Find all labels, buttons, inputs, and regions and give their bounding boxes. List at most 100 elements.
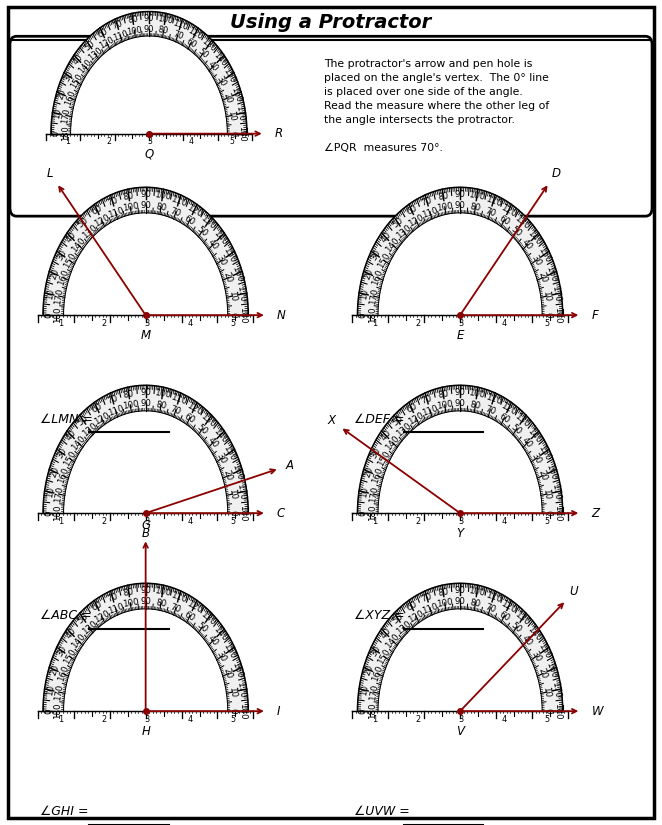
Text: 80: 80: [122, 191, 135, 201]
Text: 180: 180: [368, 505, 377, 521]
Text: 180: 180: [368, 703, 377, 719]
Text: The protractor's arrow and pen hole is
placed on the angle's vertex.  The 0° lin: The protractor's arrow and pen hole is p…: [324, 59, 549, 153]
Text: 180: 180: [238, 505, 247, 521]
Text: 30: 30: [62, 69, 75, 83]
Text: 30: 30: [55, 644, 68, 658]
Text: 40: 40: [64, 230, 78, 244]
Text: A: A: [285, 459, 293, 472]
Text: 150: 150: [536, 443, 552, 462]
Text: 3: 3: [459, 715, 463, 724]
Text: 120: 120: [185, 598, 203, 615]
Text: 100: 100: [154, 587, 171, 598]
Text: 40: 40: [206, 436, 220, 450]
Text: 80: 80: [437, 587, 449, 597]
Text: 20: 20: [536, 271, 549, 285]
Text: 100: 100: [436, 201, 453, 214]
Text: 160: 160: [56, 466, 70, 485]
Text: 160: 160: [56, 664, 70, 683]
Text: 140: 140: [70, 236, 87, 254]
Text: 100: 100: [157, 14, 173, 26]
Text: 30: 30: [215, 451, 228, 465]
Text: W: W: [591, 705, 603, 718]
Polygon shape: [64, 411, 228, 513]
Text: 20: 20: [222, 667, 234, 681]
Text: 5: 5: [545, 319, 550, 328]
Polygon shape: [357, 583, 563, 711]
Text: 90: 90: [455, 586, 465, 595]
Text: 160: 160: [544, 265, 558, 283]
Text: 110: 110: [421, 601, 440, 615]
Text: 160: 160: [371, 466, 385, 485]
Text: 20: 20: [363, 267, 375, 280]
Text: 80: 80: [469, 400, 481, 411]
Text: 170: 170: [235, 483, 247, 501]
Text: 60: 60: [96, 27, 109, 40]
Text: 50: 50: [195, 620, 209, 634]
Text: 150: 150: [376, 647, 392, 666]
Text: 0: 0: [229, 709, 238, 714]
Text: 90: 90: [455, 190, 465, 199]
Text: 50: 50: [391, 413, 405, 427]
Text: 40: 40: [379, 230, 393, 244]
Text: 20: 20: [363, 465, 375, 478]
Text: ∠DEF =: ∠DEF =: [354, 412, 408, 426]
Text: 180: 180: [553, 307, 561, 323]
Text: 20: 20: [222, 469, 234, 483]
Text: 150: 150: [536, 245, 552, 264]
Text: 170: 170: [368, 287, 379, 305]
Text: 180: 180: [54, 703, 62, 719]
Polygon shape: [43, 583, 248, 711]
Polygon shape: [378, 411, 542, 513]
Text: 120: 120: [185, 400, 203, 417]
Text: 130: 130: [199, 610, 217, 627]
Text: 140: 140: [526, 625, 543, 643]
Text: 60: 60: [184, 37, 197, 50]
Text: 60: 60: [183, 214, 197, 227]
Polygon shape: [64, 609, 228, 711]
Text: 20: 20: [48, 663, 61, 676]
Text: 90: 90: [144, 14, 154, 23]
Text: 90: 90: [140, 597, 151, 606]
Text: Y: Y: [457, 527, 463, 540]
Text: 150: 150: [69, 73, 84, 91]
Text: H: H: [141, 725, 150, 738]
Polygon shape: [71, 36, 227, 134]
Text: 80: 80: [155, 202, 167, 213]
Text: 30: 30: [530, 253, 543, 267]
Text: 100: 100: [154, 191, 171, 202]
FancyBboxPatch shape: [10, 36, 652, 216]
Text: 120: 120: [499, 598, 518, 615]
Text: 130: 130: [80, 619, 99, 636]
Text: 110: 110: [421, 205, 440, 219]
Text: 160: 160: [64, 89, 77, 106]
Text: Q: Q: [144, 147, 154, 160]
Text: 120: 120: [93, 609, 111, 625]
Text: 70: 70: [169, 206, 182, 219]
Text: 3: 3: [459, 319, 463, 328]
Text: 180: 180: [553, 505, 561, 521]
Text: 10: 10: [541, 488, 552, 500]
Text: 2: 2: [416, 319, 420, 328]
Text: 10: 10: [359, 288, 370, 300]
Text: 0: 0: [359, 313, 367, 318]
Text: 0: 0: [544, 313, 552, 318]
Polygon shape: [43, 187, 248, 315]
Text: 2: 2: [416, 517, 420, 526]
Text: 70: 70: [420, 394, 434, 406]
Text: 130: 130: [513, 610, 532, 627]
Text: 60: 60: [183, 610, 197, 623]
Text: 40: 40: [520, 634, 534, 648]
Text: 140: 140: [211, 427, 228, 445]
Text: 180: 180: [368, 307, 377, 323]
Text: 30: 30: [369, 446, 383, 460]
Text: 130: 130: [86, 45, 104, 62]
Text: 140: 140: [211, 625, 228, 643]
Text: 4: 4: [187, 517, 193, 526]
Text: 1: 1: [58, 715, 63, 724]
Text: 10: 10: [226, 686, 238, 698]
Text: 0: 0: [359, 709, 367, 714]
Polygon shape: [378, 609, 542, 711]
Text: 100: 100: [436, 597, 453, 610]
Text: 60: 60: [404, 600, 418, 613]
Text: 110: 110: [107, 403, 125, 417]
